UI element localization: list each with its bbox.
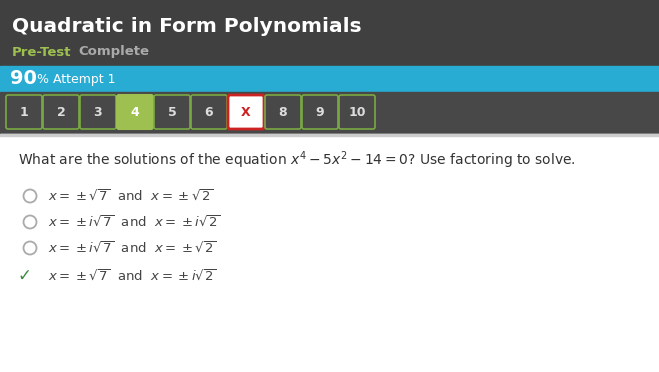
Text: X: X <box>241 106 251 119</box>
FancyBboxPatch shape <box>228 95 264 129</box>
Bar <box>0 134 659 135</box>
Text: 1: 1 <box>20 106 28 119</box>
Text: $x=\pm i\sqrt{7}$  and  $x=\pm i\sqrt{2}$: $x=\pm i\sqrt{7}$ and $x=\pm i\sqrt{2}$ <box>48 214 221 230</box>
Text: 90: 90 <box>10 70 37 89</box>
FancyBboxPatch shape <box>265 95 301 129</box>
Text: 10: 10 <box>348 106 366 119</box>
FancyBboxPatch shape <box>43 95 79 129</box>
FancyBboxPatch shape <box>154 95 190 129</box>
FancyBboxPatch shape <box>117 95 153 129</box>
Text: $x=\pm\sqrt{7}$  and  $x=\pm i\sqrt{2}$: $x=\pm\sqrt{7}$ and $x=\pm i\sqrt{2}$ <box>48 269 217 283</box>
Text: 2: 2 <box>57 106 65 119</box>
Text: $x=\pm\sqrt{7}$  and  $x=\pm\sqrt{2}$: $x=\pm\sqrt{7}$ and $x=\pm\sqrt{2}$ <box>48 188 214 203</box>
Text: 4: 4 <box>130 106 139 119</box>
Bar <box>0 134 659 372</box>
Text: 3: 3 <box>94 106 102 119</box>
Text: 8: 8 <box>279 106 287 119</box>
FancyBboxPatch shape <box>339 95 375 129</box>
Text: Quadratic in Form Polynomials: Quadratic in Form Polynomials <box>12 16 362 35</box>
Text: Pre-Test: Pre-Test <box>12 45 71 58</box>
Text: Complete: Complete <box>78 45 149 58</box>
Text: What are the solutions of the equation $x^4 - 5x^2 - 14 = 0$? Use factoring to s: What are the solutions of the equation $… <box>18 149 576 171</box>
FancyBboxPatch shape <box>302 95 338 129</box>
FancyBboxPatch shape <box>80 95 116 129</box>
FancyBboxPatch shape <box>6 95 42 129</box>
Text: 5: 5 <box>167 106 177 119</box>
Text: ✓: ✓ <box>18 267 32 285</box>
Bar <box>0 92 659 134</box>
Text: 9: 9 <box>316 106 324 119</box>
Text: % Attempt 1: % Attempt 1 <box>37 73 115 86</box>
FancyBboxPatch shape <box>191 95 227 129</box>
Bar <box>0 0 659 105</box>
Text: $x=\pm i\sqrt{7}$  and  $x=\pm\sqrt{2}$: $x=\pm i\sqrt{7}$ and $x=\pm\sqrt{2}$ <box>48 240 217 256</box>
Text: 6: 6 <box>205 106 214 119</box>
Bar <box>0 66 659 92</box>
